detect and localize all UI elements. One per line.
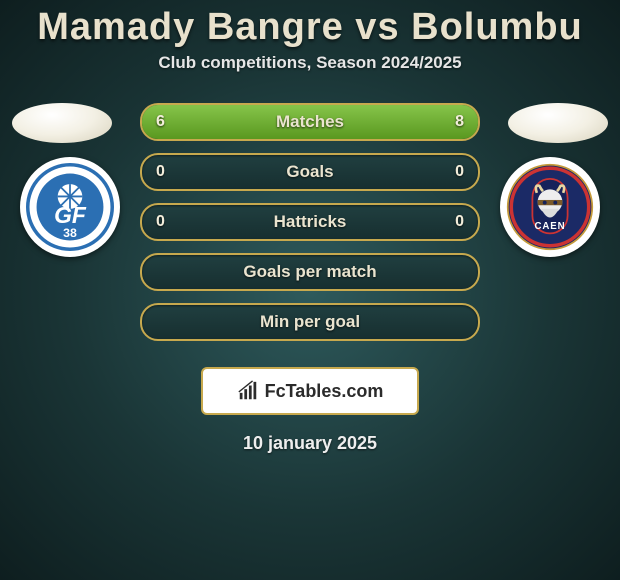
stat-value-right: 8: [455, 105, 464, 139]
stat-row-min-per-goal: Min per goal: [140, 303, 480, 341]
stat-label: Hattricks: [274, 212, 347, 232]
brand-badge[interactable]: FcTables.com: [201, 367, 419, 415]
club-badge-left: GF 38: [20, 157, 120, 257]
page-subtitle: Club competitions, Season 2024/2025: [0, 53, 620, 73]
stat-value-right: 0: [455, 205, 464, 239]
player-left-silhouette: [12, 103, 112, 143]
stat-rows: 6 8 Matches 0 0 Goals 0 0 Hattricks Goals per mat…: [140, 103, 480, 341]
stat-label: Matches: [276, 112, 344, 132]
brand-text: FcTables.com: [265, 381, 384, 402]
svg-text:38: 38: [63, 226, 77, 240]
grenoble-badge-icon: GF 38: [26, 163, 114, 251]
club-badge-right: CAEN: [500, 157, 600, 257]
svg-text:CAEN: CAEN: [535, 221, 566, 232]
svg-text:GF: GF: [54, 202, 87, 228]
stat-value-left: 6: [156, 105, 165, 139]
stat-value-left: 0: [156, 205, 165, 239]
snapshot-date: 10 january 2025: [0, 433, 620, 454]
page-title: Mamady Bangre vs Bolumbu: [0, 0, 620, 49]
stat-label: Min per goal: [260, 312, 360, 332]
stat-row-hattricks: 0 0 Hattricks: [140, 203, 480, 241]
player-right-silhouette: [508, 103, 608, 143]
bar-chart-icon: [237, 380, 259, 402]
stat-row-goals-per-match: Goals per match: [140, 253, 480, 291]
caen-badge-icon: CAEN: [506, 163, 594, 251]
stat-row-matches: 6 8 Matches: [140, 103, 480, 141]
stat-row-goals: 0 0 Goals: [140, 153, 480, 191]
stat-label: Goals: [286, 162, 333, 182]
stat-value-left: 0: [156, 155, 165, 189]
comparison-stage: GF 38 CAEN 6 8 Matches 0 0 Goals 0 0 Hattricks Go…: [0, 103, 620, 353]
stat-value-right: 0: [455, 155, 464, 189]
stat-label: Goals per match: [243, 262, 376, 282]
